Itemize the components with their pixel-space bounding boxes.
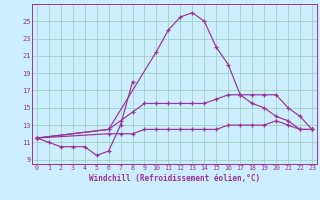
X-axis label: Windchill (Refroidissement éolien,°C): Windchill (Refroidissement éolien,°C)	[89, 174, 260, 183]
